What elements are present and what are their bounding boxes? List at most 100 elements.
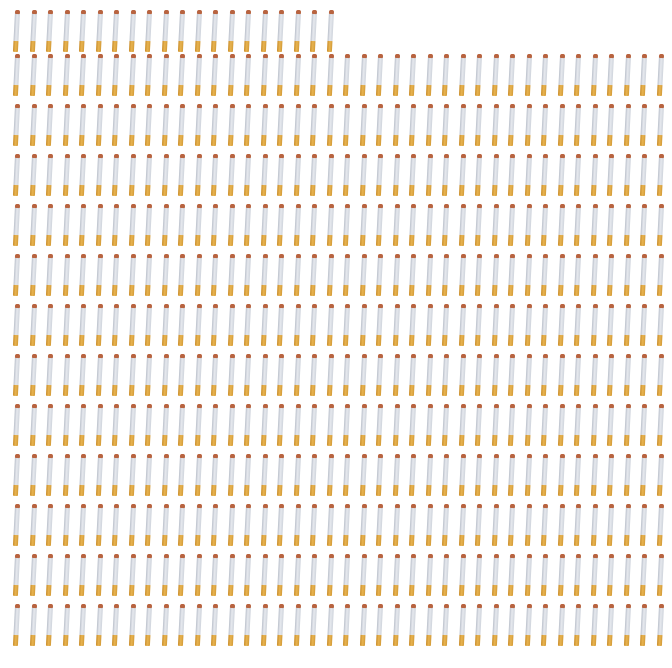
cigarette-icon: [342, 303, 351, 347]
cigarette-icon: [656, 253, 664, 297]
cigarette-icon: [359, 603, 367, 647]
cigarette-icon: [177, 453, 186, 497]
cigarette-icon: [425, 353, 433, 397]
cigarette-icon: [78, 603, 87, 647]
cigarette-icon: [524, 453, 532, 497]
cigarette-icon: [326, 303, 334, 347]
cigarette-icon: [177, 53, 186, 97]
cigarette-icon: [128, 9, 136, 53]
cigarette-icon: [458, 553, 466, 597]
cigarette-icon: [392, 303, 400, 347]
cigarette-icon: [375, 353, 384, 397]
cigarette-icon: [243, 553, 252, 597]
cigarette-icon: [95, 103, 103, 147]
cigarette-icon: [425, 303, 433, 347]
cigarette-icon: [639, 603, 648, 647]
cigarette-icon: [210, 203, 219, 247]
cigarette-icon: [392, 353, 400, 397]
cigarette-icon: [639, 203, 648, 247]
cigarette-icon: [458, 503, 466, 547]
cigarette-icon: [194, 253, 202, 297]
cigarette-icon: [359, 103, 367, 147]
cigarette-icon: [573, 303, 582, 347]
cigarette-icon: [639, 403, 648, 447]
cigarette-icon: [309, 303, 318, 347]
cigarette-icon: [260, 503, 268, 547]
cigarette-icon: [375, 53, 384, 97]
cigarette-icon: [243, 53, 252, 97]
cigarette-icon: [243, 353, 252, 397]
cigarette-icon: [243, 153, 252, 197]
cigarette-icon: [276, 153, 285, 197]
cigarette-icon: [210, 503, 219, 547]
cigarette-icon: [557, 403, 565, 447]
cigarette-icon: [441, 253, 450, 297]
cigarette-icon: [474, 353, 483, 397]
cigarette-icon: [210, 453, 219, 497]
cigarette-icon: [12, 453, 21, 497]
cigarette-icon: [623, 153, 631, 197]
cigarette-icon: [309, 53, 318, 97]
cigarette-icon: [623, 253, 631, 297]
cigarette-icon: [276, 553, 285, 597]
cigarette-icon: [293, 203, 301, 247]
cigarette-icon: [425, 403, 433, 447]
cigarette-icon: [557, 553, 565, 597]
cigarette-icon: [474, 503, 483, 547]
cigarette-icon: [375, 553, 384, 597]
cigarette-icon: [260, 253, 268, 297]
cigarette-icon: [342, 53, 351, 97]
cigarette-icon: [441, 603, 450, 647]
cigarette-icon: [194, 403, 202, 447]
cigarette-icon: [375, 403, 384, 447]
cigarette-icon: [656, 453, 664, 497]
cigarette-icon: [128, 403, 136, 447]
cigarette-icon: [293, 553, 301, 597]
cigarette-icon: [524, 203, 532, 247]
cigarette-icon: [474, 103, 483, 147]
cigarette-icon: [326, 603, 334, 647]
cigarette-icon: [573, 353, 582, 397]
cigarette-icon: [408, 53, 417, 97]
cigarette-icon: [474, 53, 483, 97]
cigarette-icon: [639, 103, 648, 147]
cigarette-icon: [623, 53, 631, 97]
cigarette-icon: [260, 303, 268, 347]
cigarette-icon: [276, 353, 285, 397]
cigarette-icon: [491, 553, 499, 597]
cigarette-icon: [29, 453, 37, 497]
cigarette-icon: [309, 603, 318, 647]
cigarette-icon: [375, 203, 384, 247]
cigarette-icon: [95, 403, 103, 447]
cigarette-icon: [144, 353, 153, 397]
cigarette-icon: [606, 303, 615, 347]
cigarette-icon: [540, 453, 549, 497]
cigarette-icon: [243, 303, 252, 347]
cigarette-icon: [623, 303, 631, 347]
cigarette-icon: [540, 253, 549, 297]
cigarette-icon: [606, 153, 615, 197]
cigarette-icon: [606, 453, 615, 497]
cigarette-icon: [540, 403, 549, 447]
cigarette-icon: [276, 453, 285, 497]
cigarette-icon: [392, 503, 400, 547]
cigarette-icon: [458, 203, 466, 247]
cigarette-icon: [623, 453, 631, 497]
cigarette-icon: [606, 503, 615, 547]
cigarette-icon: [326, 553, 334, 597]
cigarette-icon: [441, 553, 450, 597]
cigarette-icon: [95, 203, 103, 247]
cigarette-icon: [194, 153, 202, 197]
cigarette-icon: [111, 603, 120, 647]
cigarette-icon: [507, 453, 516, 497]
cigarette-icon: [408, 553, 417, 597]
cigarette-icon: [243, 603, 252, 647]
cigarette-icon: [408, 353, 417, 397]
cigarette-icon: [425, 453, 433, 497]
cigarette-icon: [62, 503, 70, 547]
cigarette-icon: [227, 603, 235, 647]
cigarette-icon: [458, 403, 466, 447]
cigarette-icon: [45, 53, 54, 97]
cigarette-icon: [111, 553, 120, 597]
cigarette-icon: [227, 353, 235, 397]
